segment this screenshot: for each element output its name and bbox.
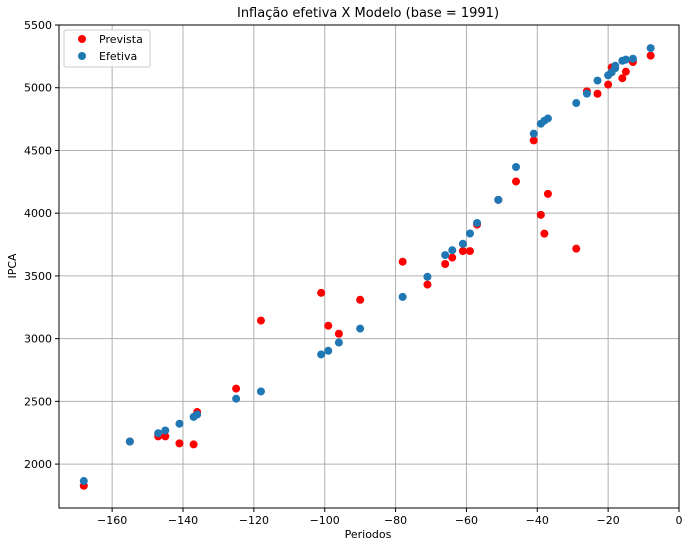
- point-efetiva: [473, 218, 482, 227]
- point-prevista: [458, 247, 467, 256]
- point-efetiva: [621, 55, 630, 64]
- point-prevista: [618, 74, 627, 83]
- x-tick-label: −160: [97, 514, 127, 527]
- point-prevista: [621, 67, 630, 76]
- y-tick-label: 2000: [24, 458, 52, 471]
- x-tick-label: −60: [455, 514, 478, 527]
- x-tick-label: −140: [168, 514, 198, 527]
- point-prevista: [161, 432, 170, 441]
- x-tick-label: −120: [239, 514, 269, 527]
- x-tick-label: −80: [384, 514, 407, 527]
- x-axis-ticks: −160 −140 −120 −100 −80 −60 −40 −20 0: [97, 508, 683, 527]
- point-prevista: [465, 247, 474, 256]
- point-prevista: [189, 440, 198, 449]
- point-prevista: [540, 229, 549, 238]
- point-efetiva: [611, 61, 620, 70]
- point-prevista: [441, 259, 450, 268]
- point-prevista: [317, 288, 326, 297]
- y-tick-label: 4000: [24, 207, 52, 220]
- point-efetiva: [356, 324, 365, 333]
- point-efetiva: [317, 350, 326, 359]
- legend: Prevista Efetiva: [63, 29, 151, 68]
- plot-border: [58, 24, 680, 509]
- point-prevista: [604, 80, 613, 89]
- y-tick-label: 3500: [24, 270, 52, 283]
- point-prevista: [256, 316, 265, 325]
- point-prevista: [512, 177, 521, 186]
- point-efetiva: [175, 419, 184, 428]
- y-tick-label: 5000: [24, 82, 52, 95]
- legend-label-efetiva: Efetiva: [99, 50, 137, 63]
- legend-marker-efetiva: [78, 52, 86, 60]
- point-efetiva: [154, 429, 163, 438]
- point-prevista: [448, 253, 457, 262]
- y-axis-label: IPCA: [6, 253, 19, 279]
- point-efetiva: [512, 163, 521, 172]
- point-efetiva: [334, 338, 343, 347]
- point-efetiva: [398, 292, 407, 301]
- point-prevista: [572, 244, 581, 253]
- legend-marker-prevista: [78, 35, 86, 43]
- legend-label-prevista: Prevista: [99, 33, 143, 46]
- point-efetiva: [441, 251, 450, 260]
- point-prevista: [536, 210, 545, 219]
- point-prevista: [543, 189, 552, 198]
- point-efetiva: [582, 89, 591, 98]
- x-tick-label: −100: [310, 514, 340, 527]
- y-axis-ticks: 2000 2500 3000 3500 4000 4500 5000 5500: [24, 19, 59, 471]
- chart-title: Inflação efetiva X Modelo (base = 1991): [237, 6, 499, 21]
- point-efetiva: [628, 54, 637, 63]
- point-efetiva: [423, 272, 432, 281]
- point-efetiva: [79, 477, 88, 486]
- x-tick-label: −20: [597, 514, 620, 527]
- point-efetiva: [646, 44, 655, 53]
- point-prevista: [324, 321, 333, 330]
- point-efetiva: [256, 387, 265, 396]
- point-efetiva: [494, 195, 503, 204]
- data-points: [79, 44, 655, 490]
- point-prevista: [593, 89, 602, 98]
- point-prevista: [423, 280, 432, 289]
- point-prevista: [334, 329, 343, 338]
- point-efetiva: [193, 410, 202, 419]
- point-efetiva: [324, 346, 333, 355]
- x-axis-label: Periodos: [345, 528, 392, 541]
- point-prevista: [232, 384, 241, 393]
- y-tick-label: 5500: [24, 19, 52, 32]
- point-efetiva: [465, 229, 474, 238]
- y-tick-label: 2500: [24, 395, 52, 408]
- point-efetiva: [572, 99, 581, 108]
- point-prevista: [175, 439, 184, 448]
- point-efetiva: [232, 394, 241, 403]
- point-efetiva: [161, 426, 170, 435]
- y-tick-label: 4500: [24, 144, 52, 157]
- point-prevista: [646, 51, 655, 60]
- point-efetiva: [543, 114, 552, 123]
- point-prevista: [529, 136, 538, 145]
- point-efetiva: [593, 76, 602, 85]
- y-tick-label: 3000: [24, 333, 52, 346]
- point-efetiva: [529, 129, 538, 138]
- point-prevista: [356, 295, 365, 304]
- point-efetiva: [458, 239, 467, 248]
- x-tick-label: 0: [676, 514, 683, 527]
- point-efetiva: [448, 246, 457, 255]
- point-prevista: [398, 257, 407, 266]
- point-efetiva: [125, 437, 134, 446]
- x-tick-label: −40: [526, 514, 549, 527]
